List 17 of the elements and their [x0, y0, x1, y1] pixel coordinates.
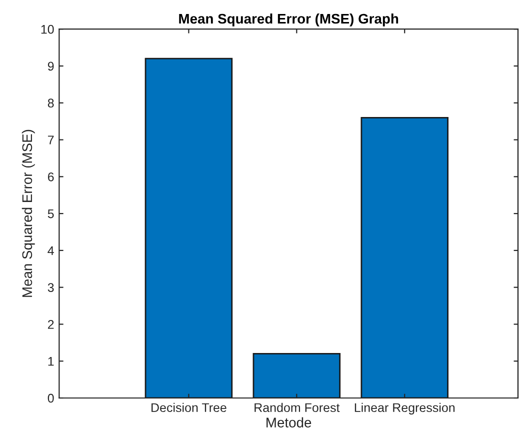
y-tick-label: 9: [48, 62, 54, 71]
y-tick-label: 0: [48, 394, 54, 403]
y-tick-label: 4: [48, 246, 54, 255]
y-tick-label: 1: [48, 357, 54, 366]
y-tick-label: 2: [48, 320, 54, 329]
chart-title: Mean Squared Error (MSE) Graph: [179, 13, 398, 26]
y-tick-label: 10: [41, 24, 54, 34]
y-tick-label: 7: [48, 136, 54, 144]
y-tick-label: 5: [48, 209, 54, 218]
x-axis-title: Metode: [266, 417, 312, 428]
y-tick-label: 3: [48, 283, 54, 292]
x-tick-label: Decision Tree: [152, 402, 226, 412]
x-tick-label: Random Forest: [254, 402, 340, 412]
y-tick-label: 6: [48, 172, 54, 182]
y-axis-title: Mean Squared Error (MSE): [22, 130, 35, 297]
x-tick-label: Linear Regression: [354, 402, 455, 415]
y-tick-label: 8: [48, 98, 54, 108]
